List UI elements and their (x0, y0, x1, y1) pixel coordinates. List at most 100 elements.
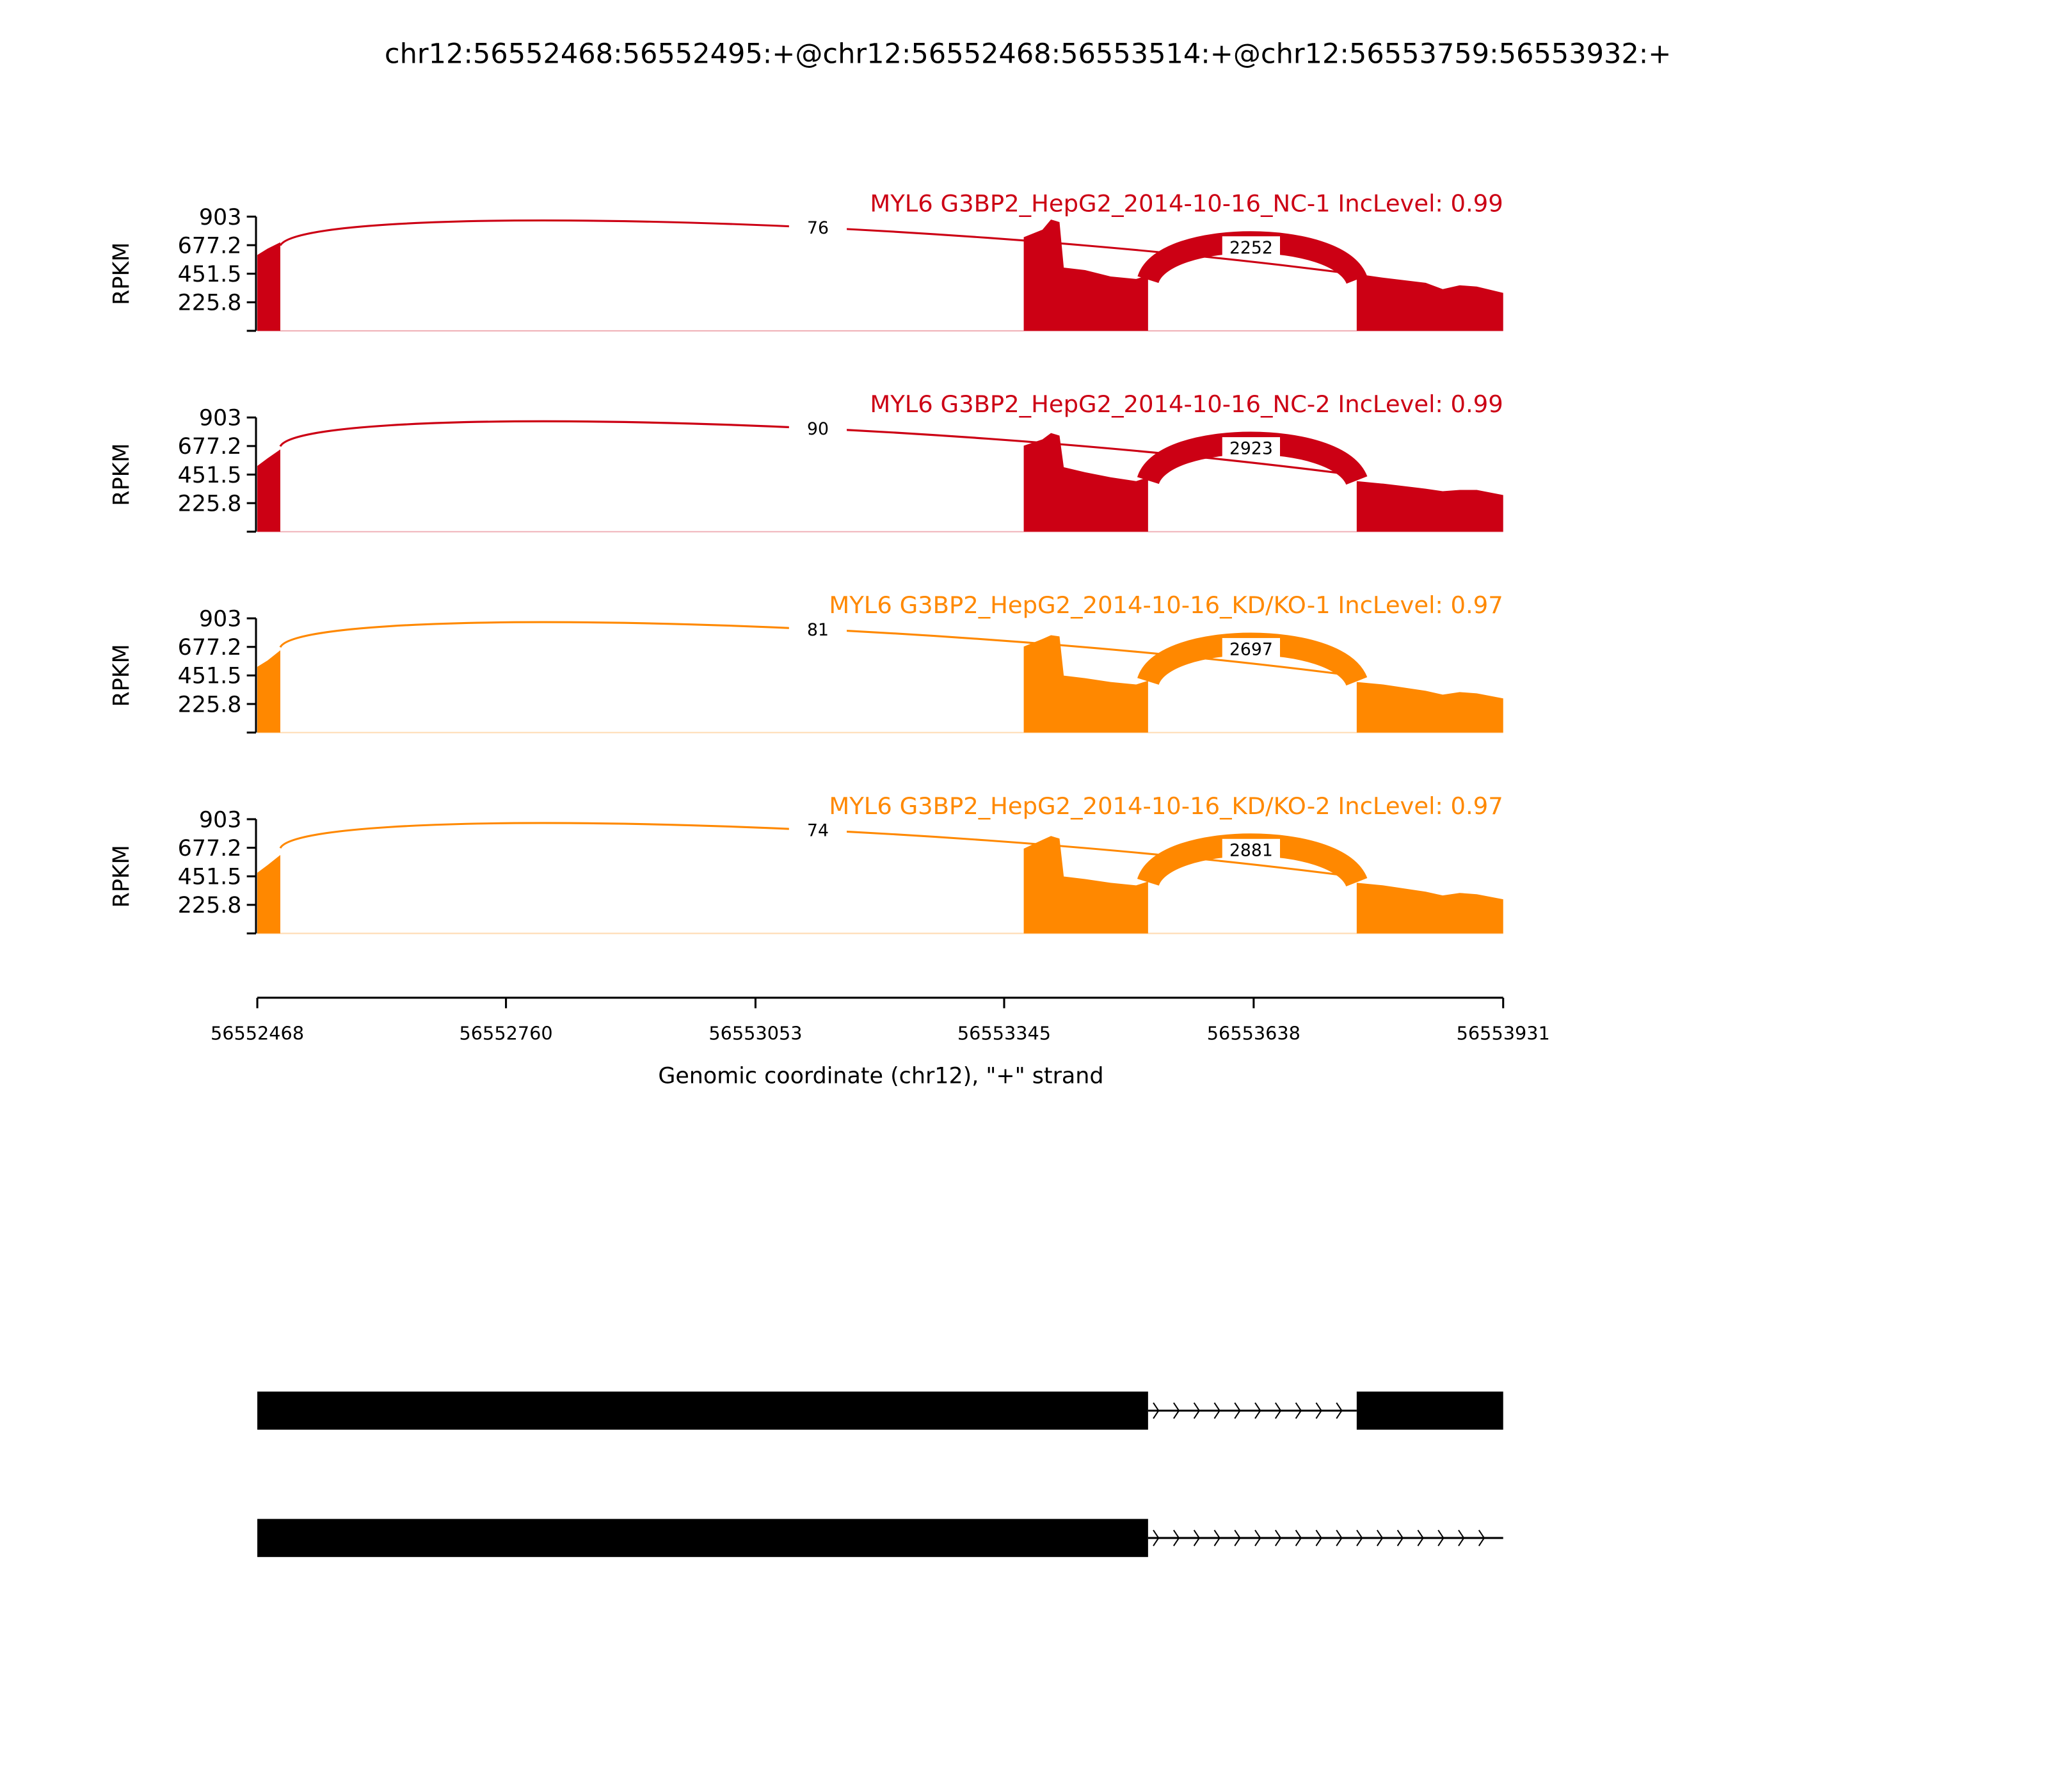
panel-1: 76 2252 MYL6 G3BP2_HepG2_2014-10-16_NC-1 I… (109, 189, 1503, 332)
x-axis-label: Genomic coordinate (chr12), "+" strand (658, 1063, 1103, 1089)
junction-label-bg (1222, 838, 1280, 860)
chart-title: chr12:56552468:56552495:+@chr12:56552468… (385, 38, 1671, 70)
strand-chevron-icon (1153, 1402, 1160, 1419)
y-tick-label: 451.5 (178, 463, 242, 488)
coverage-area (257, 449, 280, 532)
sample-label: MYL6 G3BP2_HepG2_2014-10-16_NC-2 IncLeve… (870, 390, 1503, 418)
junction-count-label: 2881 (1229, 840, 1273, 860)
x-tick-label: 56553345 (957, 1023, 1051, 1044)
strand-chevron-icon (1336, 1402, 1343, 1419)
y-tick-label: 451.5 (178, 664, 242, 689)
strand-chevron-icon (1336, 1530, 1343, 1546)
junction-label-bg (1222, 437, 1280, 458)
strand-chevron-icon (1193, 1530, 1201, 1546)
y-tick-label: 677.2 (178, 836, 242, 861)
panel-2: 90 2923 MYL6 G3BP2_HepG2_2014-10-16_NC-2 I… (109, 390, 1503, 533)
junction-count-label: 2252 (1229, 238, 1273, 258)
strand-chevron-icon (1213, 1402, 1220, 1419)
sample-label: MYL6 G3BP2_HepG2_2014-10-16_KD/KO-2 IncL… (829, 792, 1503, 820)
junction-arc (279, 621, 1357, 677)
y-tick-label: 677.2 (178, 233, 242, 259)
coverage-area (257, 650, 280, 733)
strand-chevron-icon (1153, 1530, 1160, 1546)
strand-chevron-icon (1173, 1402, 1180, 1419)
coverage-area (1356, 481, 1503, 532)
y-tick-label: 903 (199, 205, 242, 230)
strand-chevron-icon (1437, 1530, 1444, 1546)
exon-block (257, 1519, 1148, 1557)
x-tick-label: 56553931 (1457, 1023, 1550, 1044)
coverage-area (1356, 883, 1503, 934)
strand-chevron-icon (1315, 1530, 1322, 1546)
strand-chevron-icon (1274, 1402, 1282, 1419)
strand-chevron-icon (1173, 1530, 1180, 1546)
junction-count-label: 76 (807, 218, 829, 238)
gene-model (257, 1391, 1503, 1557)
x-axis: 56552468 56552760 56553053 56553345 56553638… (211, 996, 1550, 1044)
strand-chevron-icon (1376, 1530, 1384, 1546)
strand-chevron-icon (1295, 1402, 1302, 1419)
coverage-area (1356, 273, 1503, 331)
y-tick-label: 451.5 (178, 865, 242, 890)
y-tick-label: 677.2 (178, 635, 242, 660)
junction-arc (279, 420, 1357, 477)
strand-chevron-icon (1254, 1530, 1261, 1546)
exon-block (257, 1391, 1148, 1430)
y-tick-label: 451.5 (178, 262, 242, 287)
panel-4: 74 2881 MYL6 G3BP2_HepG2_2014-10-16_KD/KO-… (109, 792, 1503, 934)
coverage-area (1023, 220, 1148, 331)
junction-arc (279, 219, 1357, 276)
y-axis-label: RPKM (109, 644, 134, 707)
strand-chevron-icon (1213, 1530, 1220, 1546)
junction-count-label: 74 (807, 821, 829, 841)
y-tick-label: 225.8 (178, 692, 242, 717)
junction-label-bg (788, 618, 847, 639)
junction-count-label: 2697 (1229, 640, 1273, 660)
strand-chevron-icon (1315, 1402, 1322, 1419)
y-axis-label: RPKM (109, 243, 134, 305)
junction-label-bg (1222, 637, 1280, 659)
y-axis-label: RPKM (109, 443, 134, 506)
coverage-area (257, 242, 280, 331)
x-tick-label: 56552468 (211, 1023, 304, 1044)
exon-block (1356, 1391, 1503, 1430)
strand-chevron-icon (1396, 1530, 1404, 1546)
strand-chevron-icon (1274, 1530, 1282, 1546)
junction-label-bg (788, 417, 847, 439)
y-tick-label: 225.8 (178, 491, 242, 516)
isoform-1 (257, 1391, 1503, 1430)
junction-label-bg (1222, 236, 1280, 258)
y-tick-label: 903 (199, 807, 242, 833)
junction-count-label: 2923 (1229, 439, 1273, 459)
coverage-area (1356, 682, 1503, 733)
isoform-2 (257, 1519, 1503, 1557)
x-tick-label: 56553638 (1207, 1023, 1300, 1044)
x-tick-label: 56552760 (460, 1023, 553, 1044)
sample-label: MYL6 G3BP2_HepG2_2014-10-16_KD/KO-1 IncL… (829, 591, 1503, 619)
y-tick-label: 225.8 (178, 291, 242, 316)
y-tick-label: 903 (199, 406, 242, 431)
junction-label-bg (788, 819, 847, 840)
strand-chevron-icon (1193, 1402, 1201, 1419)
strand-chevron-icon (1478, 1530, 1485, 1546)
strand-chevron-icon (1234, 1530, 1241, 1546)
y-tick-label: 225.8 (178, 893, 242, 918)
strand-chevron-icon (1295, 1530, 1302, 1546)
coverage-area (1023, 433, 1148, 532)
strand-chevron-icon (1234, 1402, 1241, 1419)
strand-chevron-icon (1356, 1530, 1363, 1546)
strand-chevron-icon (1458, 1530, 1465, 1546)
y-tick-label: 903 (199, 606, 242, 632)
panel-3: 81 2697 MYL6 G3BP2_HepG2_2014-10-16_KD/KO-… (109, 591, 1503, 734)
strand-chevron-icon (1254, 1402, 1261, 1419)
junction-count-label: 90 (807, 419, 829, 439)
y-axis-label: RPKM (109, 845, 134, 908)
y-tick-label: 677.2 (178, 434, 242, 460)
coverage-area (1023, 836, 1148, 934)
junction-arc (279, 822, 1357, 878)
junction-count-label: 81 (807, 620, 829, 640)
coverage-area (257, 854, 280, 934)
sample-label: MYL6 G3BP2_HepG2_2014-10-16_NC-1 IncLeve… (870, 189, 1503, 217)
junction-label-bg (788, 216, 847, 238)
